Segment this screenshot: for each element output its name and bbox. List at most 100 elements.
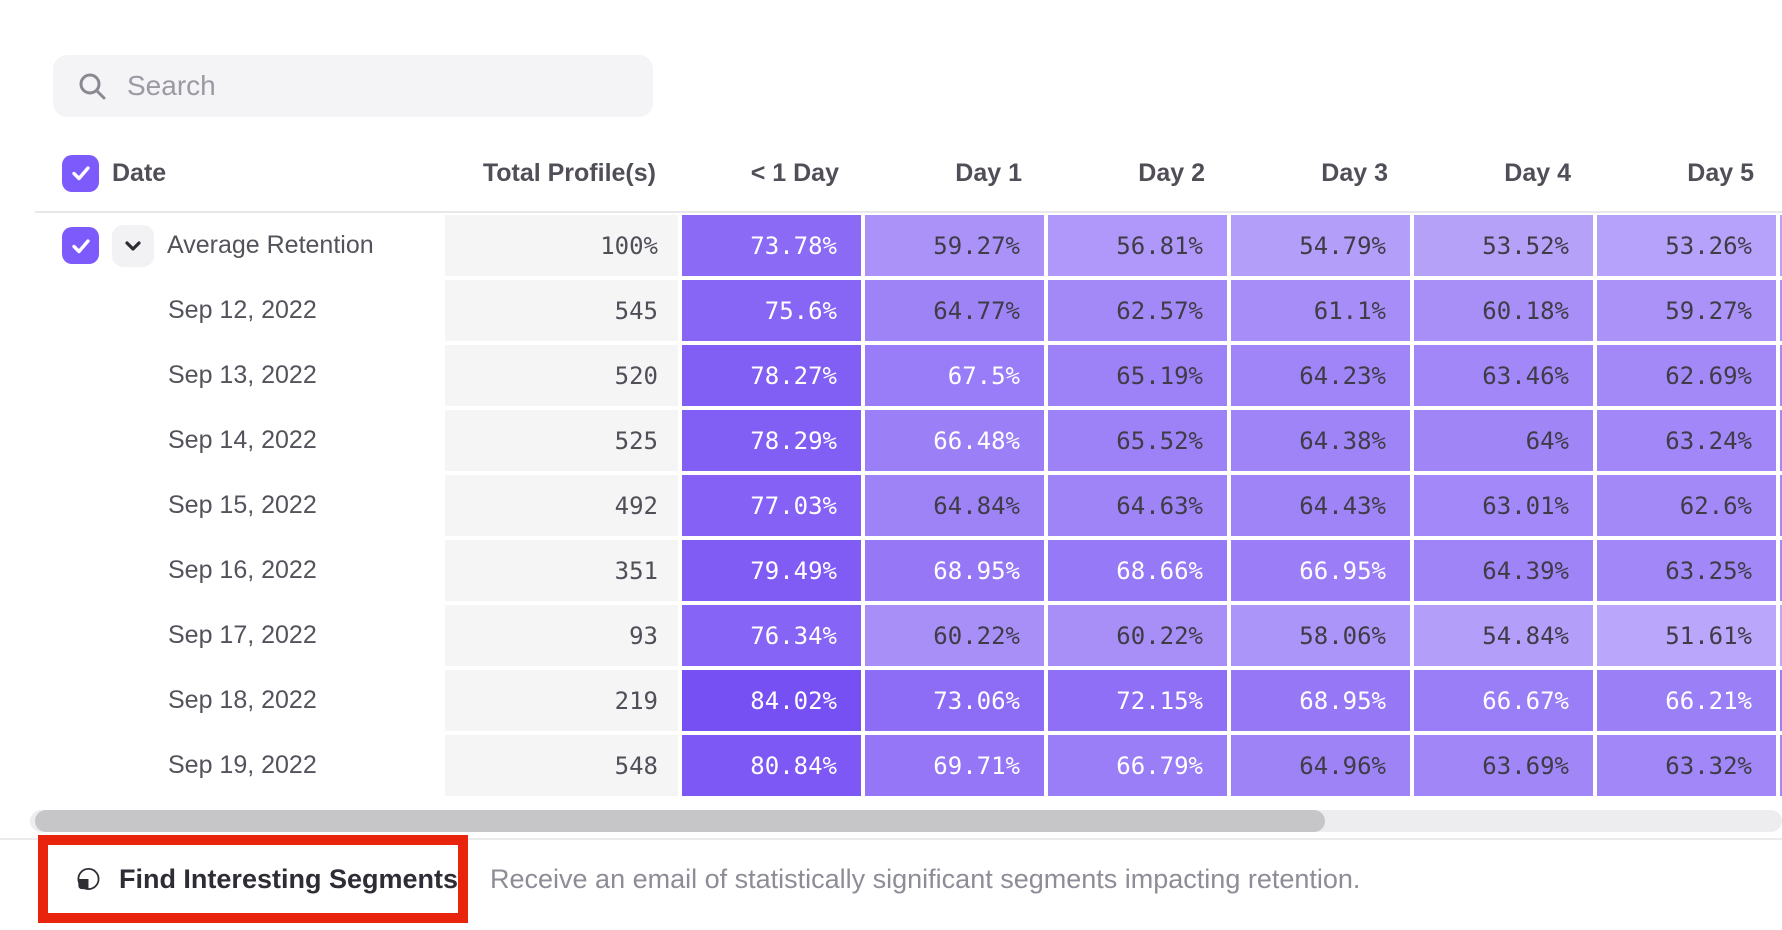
retention-cell[interactable]: 73.78% xyxy=(680,213,863,278)
retention-cell[interactable]: 72.15% xyxy=(1046,668,1229,733)
retention-cell[interactable]: 77.03% xyxy=(680,473,863,538)
retention-cell[interactable]: 65.52% xyxy=(1046,408,1229,473)
retention-cell[interactable]: 63.24% xyxy=(1595,408,1778,473)
bottom-divider xyxy=(0,838,1782,840)
row-label: Sep 12, 2022 xyxy=(168,296,317,324)
overflow-column-header xyxy=(1778,135,1782,213)
retention-cell[interactable]: 62.69% xyxy=(1595,343,1778,408)
retention-cell[interactable]: 64.63% xyxy=(1046,473,1229,538)
retention-cell[interactable]: 78.29% xyxy=(680,408,863,473)
horizontal-scrollbar-track[interactable] xyxy=(30,810,1782,832)
date-cell: Sep 16, 2022 xyxy=(35,538,443,603)
retention-cell[interactable]: 54.79% xyxy=(1229,213,1412,278)
retention-cell[interactable]: 60.22% xyxy=(1046,603,1229,668)
retention-cell[interactable]: 66.48% xyxy=(863,408,1046,473)
retention-cell[interactable]: 64.43% xyxy=(1229,473,1412,538)
retention-cell[interactable]: 63.46% xyxy=(1412,343,1595,408)
retention-cell[interactable]: 69.71% xyxy=(863,733,1046,798)
table-row: Average Retention 100% 73.78% 59.27% 56.81… xyxy=(35,213,1782,278)
checkbox-check-icon xyxy=(71,166,90,181)
retention-cell[interactable]: 63.32% xyxy=(1595,733,1778,798)
retention-cell[interactable]: 68.66% xyxy=(1046,538,1229,603)
retention-cell[interactable]: 80.84% xyxy=(680,733,863,798)
retention-cell[interactable]: 64% xyxy=(1412,408,1595,473)
overflow-column-sliver xyxy=(1778,603,1782,668)
table-row: Sep 13, 2022 520 78.27% 67.5% 65.19% 64.23%… xyxy=(35,343,1782,408)
total-profiles-cell: 219 xyxy=(443,668,680,733)
retention-cell[interactable]: 64.84% xyxy=(863,473,1046,538)
date-cell: Sep 15, 2022 xyxy=(35,473,443,538)
total-profiles-cell: 520 xyxy=(443,343,680,408)
row-label: Sep 19, 2022 xyxy=(168,751,317,779)
overflow-column-sliver xyxy=(1778,668,1782,733)
retention-cell[interactable]: 53.26% xyxy=(1595,213,1778,278)
retention-cell[interactable]: 62.57% xyxy=(1046,278,1229,343)
column-header-day3: Day 3 xyxy=(1229,135,1412,213)
retention-cell[interactable]: 63.25% xyxy=(1595,538,1778,603)
column-header-day1: Day 1 xyxy=(863,135,1046,213)
retention-cell[interactable]: 58.06% xyxy=(1229,603,1412,668)
find-interesting-segments-button[interactable]: Find Interesting Segments xyxy=(38,835,468,923)
retention-cell[interactable]: 78.27% xyxy=(680,343,863,408)
row-label: Sep 15, 2022 xyxy=(168,491,317,519)
retention-cell[interactable]: 54.84% xyxy=(1412,603,1595,668)
retention-cell[interactable]: 66.79% xyxy=(1046,733,1229,798)
select-all-checkbox[interactable] xyxy=(62,154,99,192)
segment-pie-icon xyxy=(77,868,100,890)
search-icon xyxy=(79,73,106,100)
retention-cell[interactable]: 75.6% xyxy=(680,278,863,343)
retention-cell[interactable]: 64.96% xyxy=(1229,733,1412,798)
retention-cell[interactable]: 56.81% xyxy=(1046,213,1229,278)
retention-cell[interactable]: 66.67% xyxy=(1412,668,1595,733)
retention-cell[interactable]: 59.27% xyxy=(863,213,1046,278)
table-row: Sep 18, 2022 219 84.02% 73.06% 72.15% 68.95… xyxy=(35,668,1782,733)
retention-cell[interactable]: 59.27% xyxy=(1595,278,1778,343)
column-header-day5: Day 5 xyxy=(1595,135,1778,213)
retention-cell[interactable]: 64.23% xyxy=(1229,343,1412,408)
total-profiles-cell: 492 xyxy=(443,473,680,538)
retention-cell[interactable]: 65.19% xyxy=(1046,343,1229,408)
retention-cell[interactable]: 64.77% xyxy=(863,278,1046,343)
retention-cell[interactable]: 66.95% xyxy=(1229,538,1412,603)
total-profiles-cell: 525 xyxy=(443,408,680,473)
retention-cell[interactable]: 67.5% xyxy=(863,343,1046,408)
retention-cell[interactable]: 60.18% xyxy=(1412,278,1595,343)
retention-cell[interactable]: 51.61% xyxy=(1595,603,1778,668)
row-label: Sep 16, 2022 xyxy=(168,556,317,584)
row-label: Sep 13, 2022 xyxy=(168,361,317,389)
overflow-column-sliver xyxy=(1778,408,1782,473)
row-label: Sep 17, 2022 xyxy=(168,621,317,649)
overflow-column-sliver xyxy=(1778,538,1782,603)
search-input[interactable] xyxy=(127,70,629,102)
retention-cell[interactable]: 63.01% xyxy=(1412,473,1595,538)
table-header-row: Date Total Profile(s) < 1 Day Day 1 Day … xyxy=(35,135,1782,213)
retention-cell[interactable]: 84.02% xyxy=(680,668,863,733)
date-cell: Sep 18, 2022 xyxy=(35,668,443,733)
retention-cell[interactable]: 53.52% xyxy=(1412,213,1595,278)
retention-table: Date Total Profile(s) < 1 Day Day 1 Day … xyxy=(35,135,1782,798)
retention-cell[interactable]: 73.06% xyxy=(863,668,1046,733)
checkbox-check-icon xyxy=(71,238,90,253)
retention-cell[interactable]: 64.38% xyxy=(1229,408,1412,473)
search-bar[interactable] xyxy=(53,55,653,117)
overflow-column-sliver xyxy=(1778,343,1782,408)
retention-cell[interactable]: 61.1% xyxy=(1229,278,1412,343)
retention-cell[interactable]: 66.21% xyxy=(1595,668,1778,733)
retention-cell[interactable]: 68.95% xyxy=(1229,668,1412,733)
retention-cell[interactable]: 64.39% xyxy=(1412,538,1595,603)
row-label: Average Retention xyxy=(167,231,374,259)
date-cell: Sep 14, 2022 xyxy=(35,408,443,473)
footer-description: Receive an email of statistically signif… xyxy=(490,864,1361,894)
retention-cell[interactable]: 68.95% xyxy=(863,538,1046,603)
retention-cell[interactable]: 62.6% xyxy=(1595,473,1778,538)
find-interesting-segments-label: Find Interesting Segments xyxy=(118,863,458,894)
retention-cell[interactable]: 76.34% xyxy=(680,603,863,668)
row-checkbox[interactable] xyxy=(62,227,99,264)
horizontal-scrollbar-thumb[interactable] xyxy=(35,810,1325,832)
expand-chevron-button[interactable] xyxy=(112,224,154,267)
retention-cell[interactable]: 63.69% xyxy=(1412,733,1595,798)
row-label: Sep 14, 2022 xyxy=(168,426,317,454)
retention-cell[interactable]: 60.22% xyxy=(863,603,1046,668)
retention-cell[interactable]: 79.49% xyxy=(680,538,863,603)
overflow-column-sliver xyxy=(1778,278,1782,343)
